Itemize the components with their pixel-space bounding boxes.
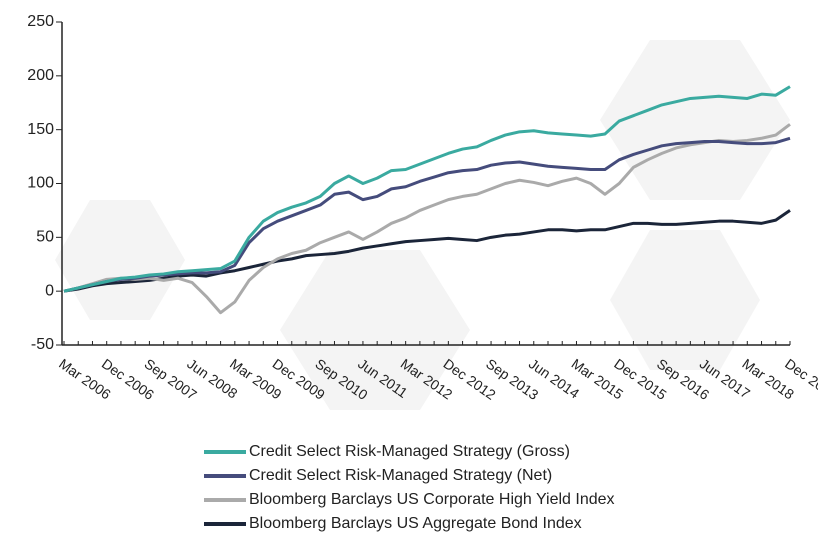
chart: -50050100150200250Mar 2006Dec 2006Sep 20… xyxy=(0,0,818,540)
hexagon xyxy=(55,200,185,320)
y-tick-label: 250 xyxy=(27,13,54,30)
y-tick-label: -50 xyxy=(31,336,54,353)
y-tick-label: 0 xyxy=(45,282,54,299)
hexagon xyxy=(600,40,790,200)
hexagon xyxy=(610,230,760,370)
y-tick-label: 100 xyxy=(27,175,54,192)
legend-label: Bloomberg Barclays US Corporate High Yie… xyxy=(249,491,615,508)
y-tick-label: 150 xyxy=(27,121,54,138)
legend-label: Bloomberg Barclays US Aggregate Bond Ind… xyxy=(249,515,582,532)
y-tick-label: 50 xyxy=(36,229,54,246)
legend-label: Credit Select Risk-Managed Strategy (Gro… xyxy=(249,443,570,460)
y-tick-label: 200 xyxy=(27,67,54,84)
legend-label: Credit Select Risk-Managed Strategy (Net… xyxy=(249,467,552,484)
